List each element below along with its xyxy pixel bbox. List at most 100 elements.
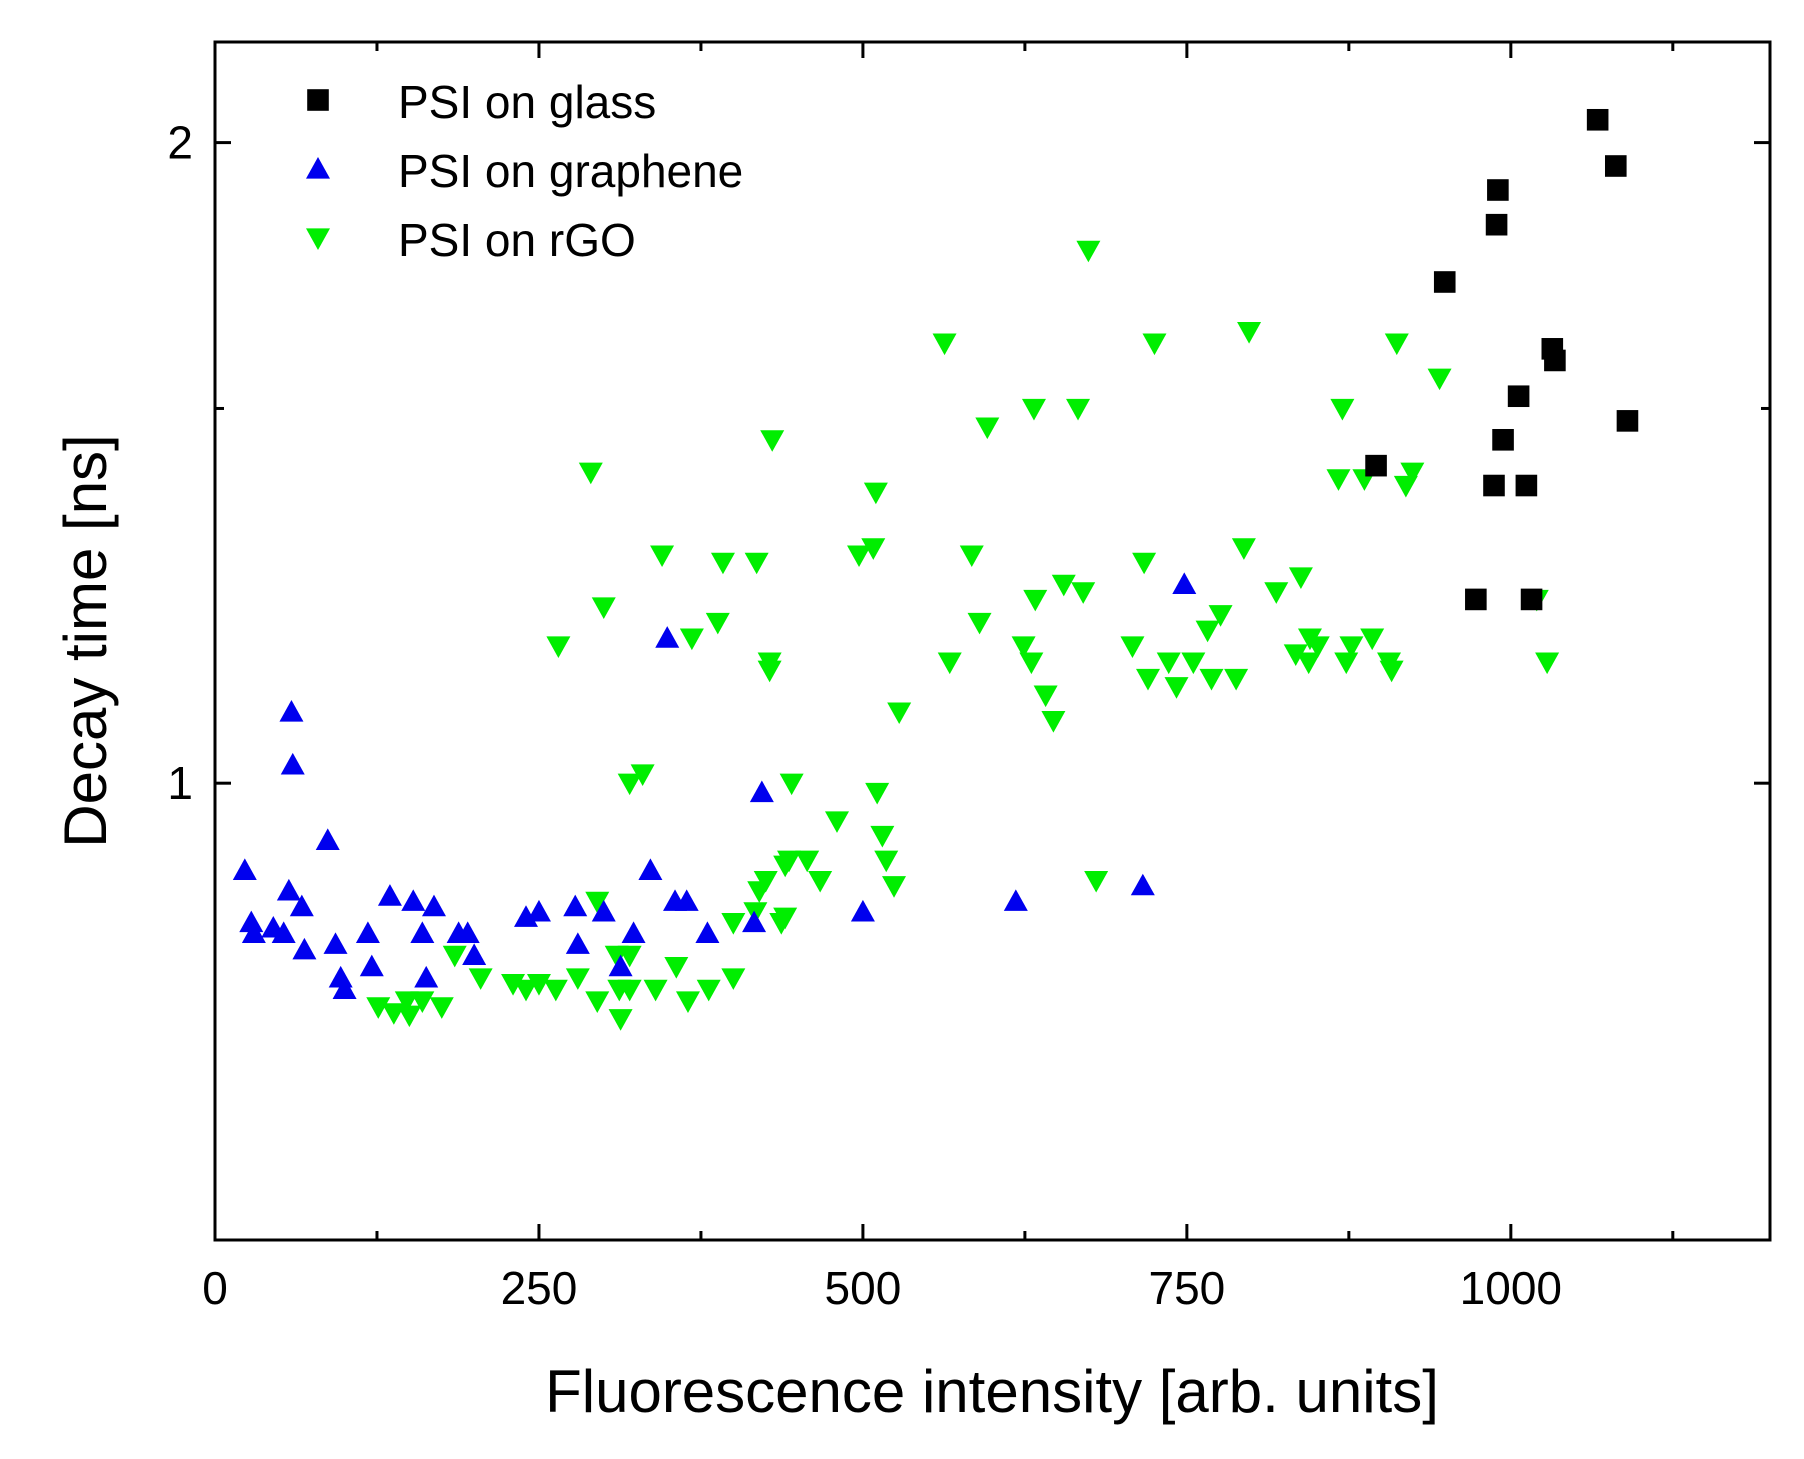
graphene-point <box>279 700 304 722</box>
tick-labels: 0 250 500 750 1000 1 2 <box>167 117 1562 1314</box>
rgo-point <box>1326 469 1351 491</box>
rgo-point <box>366 997 391 1019</box>
graphene-point <box>271 921 296 943</box>
rgo-point <box>410 991 435 1014</box>
rgo-point <box>501 974 526 996</box>
rgo-point <box>777 850 802 873</box>
graphene-point <box>414 965 439 988</box>
rgo-point <box>679 628 704 651</box>
graphene-point <box>742 910 767 933</box>
graphene-point <box>410 921 435 943</box>
graphene-point <box>462 943 487 965</box>
rgo-point <box>1305 636 1330 659</box>
rgo-point <box>1224 668 1249 691</box>
graphene-point <box>359 954 384 977</box>
legend-label-glass: PSI on glass <box>398 76 656 128</box>
rgo-point <box>1400 462 1425 485</box>
rgo-point <box>546 636 571 659</box>
rgo-point <box>585 891 610 914</box>
graphene-point <box>850 899 875 922</box>
rgo-point <box>643 979 668 1002</box>
rgo-point <box>710 552 735 575</box>
rgo-point <box>675 991 700 1014</box>
glass-point <box>1586 108 1609 131</box>
glass-point <box>1507 385 1530 408</box>
rgo-point <box>1360 628 1385 651</box>
rgo-point <box>967 612 992 635</box>
glass-point <box>1483 474 1505 497</box>
rgo-point <box>565 968 590 990</box>
rgo-point <box>1132 552 1157 575</box>
axis-ticks <box>213 42 1770 1240</box>
graphene-point <box>421 894 446 917</box>
rgo-point <box>1041 711 1066 733</box>
rgo-point <box>1156 652 1181 675</box>
rgo-point <box>526 974 551 996</box>
graphene-point <box>621 921 646 943</box>
rgo-point <box>1066 398 1091 421</box>
rgo-point <box>1181 652 1206 675</box>
graphene-point <box>591 899 616 922</box>
y-tick-label: 2 <box>167 117 193 169</box>
rgo-point <box>1288 567 1313 589</box>
plot-frame <box>213 40 1772 1242</box>
glass-point <box>1365 454 1387 477</box>
graphene-point <box>565 932 590 954</box>
graphene-point <box>674 889 699 911</box>
rgo-point <box>779 773 804 796</box>
graphene-point <box>1172 572 1197 594</box>
rgo-point <box>863 482 888 505</box>
rgo-point <box>1071 582 1096 604</box>
rgo-point <box>865 782 890 805</box>
graphene-point <box>638 858 663 880</box>
rgo-point <box>1021 398 1046 421</box>
rgo-point <box>1264 582 1289 604</box>
rgo-point <box>608 1009 633 1031</box>
graphene-point <box>241 921 266 943</box>
rgo-point <box>591 597 616 620</box>
graphene-point <box>292 937 317 960</box>
rgo-point <box>887 702 912 725</box>
rgo-point <box>874 850 899 873</box>
x-tick-label: 0 <box>202 1262 228 1314</box>
rgo-point <box>1164 677 1189 699</box>
graphene-point <box>655 626 680 648</box>
rgo-point <box>1208 605 1233 627</box>
data-markers <box>232 108 1639 1031</box>
graphene-point <box>563 894 588 917</box>
rgo-point <box>773 907 798 930</box>
graphene-point <box>695 921 720 943</box>
rgo-point <box>585 991 610 1014</box>
glass-point <box>1485 213 1508 236</box>
rgo-point <box>617 773 642 796</box>
rgo-point <box>882 876 907 898</box>
rgo-point <box>808 870 833 893</box>
rgo-point <box>1231 538 1256 560</box>
rgo-point <box>1283 644 1308 667</box>
rgo-point <box>1296 652 1321 675</box>
rgo-point <box>870 825 895 848</box>
rgo-point <box>429 997 454 1019</box>
glass-point <box>1604 155 1627 177</box>
x-tick-label: 1000 <box>1460 1262 1562 1314</box>
glass-point <box>1616 410 1639 432</box>
legend-marker-graphene <box>306 157 330 179</box>
rgo-point <box>394 991 419 1014</box>
graphene-point <box>526 899 551 922</box>
rgo-point <box>932 333 957 356</box>
graphene-point <box>608 954 633 977</box>
glass-point <box>1465 588 1487 611</box>
x-axis-label: Fluorescence intensity [arb. units] <box>545 1358 1439 1425</box>
rgo-point <box>959 545 984 568</box>
glass-point <box>1487 179 1509 201</box>
glass-point <box>1544 349 1566 372</box>
rgo-point <box>1330 398 1355 421</box>
x-tick-label: 500 <box>825 1262 902 1314</box>
rgo-point <box>1384 333 1409 356</box>
rgo-point <box>847 545 872 568</box>
rgo-point <box>1011 636 1036 659</box>
rgo-point <box>1033 685 1058 708</box>
rgo-point <box>795 850 820 873</box>
rgo-point <box>861 538 886 560</box>
